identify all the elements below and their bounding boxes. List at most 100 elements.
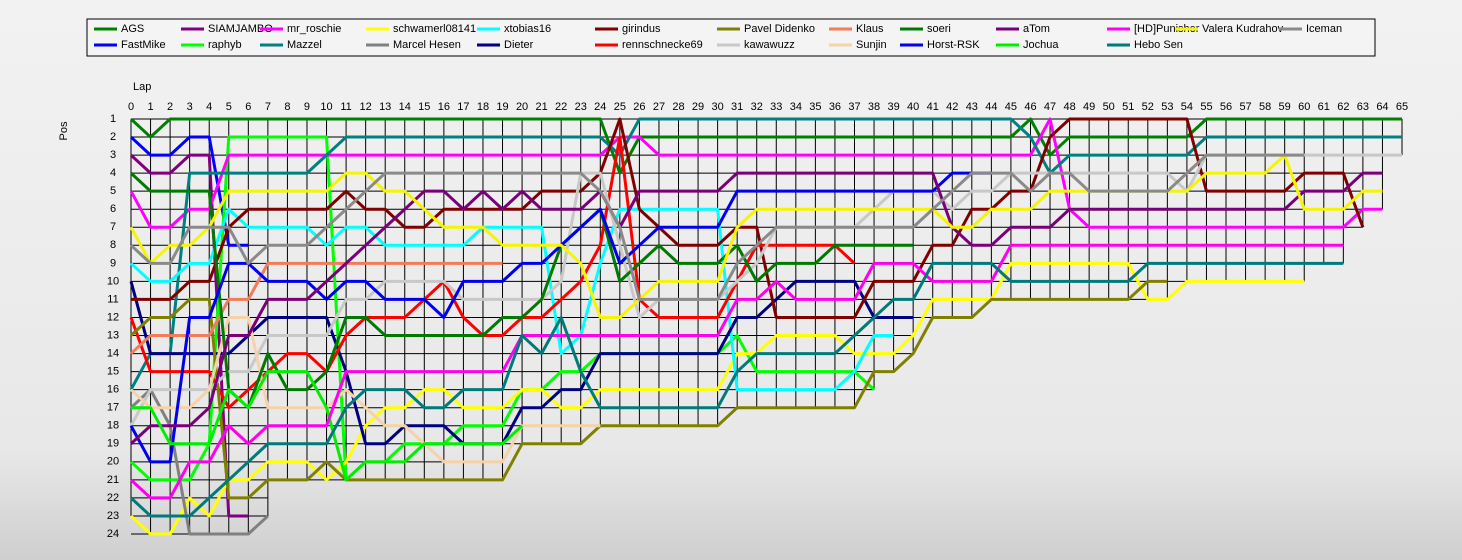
legend-label: Mazzel — [287, 39, 322, 51]
series-line — [129, 172, 914, 410]
y-tick-label: 15 — [107, 366, 119, 378]
y-tick-label: 8 — [110, 239, 116, 251]
y-tick-label: 7 — [110, 221, 116, 233]
x-tick-label: 30 — [711, 101, 723, 113]
y-tick-label: 23 — [107, 510, 119, 522]
x-tick-label: 36 — [829, 101, 841, 113]
x-tick-label: 56 — [1220, 101, 1232, 113]
y-tick-label: 13 — [107, 329, 119, 341]
x-tick-label: 45 — [1005, 101, 1017, 113]
x-tick-label: 64 — [1376, 101, 1388, 113]
y-tick-label: 4 — [110, 167, 116, 179]
x-tick-label: 28 — [672, 101, 684, 113]
x-tick-label: 52 — [1142, 101, 1154, 113]
y-tick-label: 2 — [110, 131, 116, 143]
series-line — [129, 388, 269, 536]
legend-label: Valera Kudrahov — [1202, 23, 1284, 35]
x-tick-label: 41 — [927, 101, 939, 113]
y-tick-label: 19 — [107, 438, 119, 450]
y-tick-label: 1 — [110, 113, 116, 125]
legend-label: Horst-RSK — [927, 39, 980, 51]
x-tick-label: 26 — [633, 101, 645, 113]
x-tick-label: 4 — [206, 101, 212, 113]
y-tick-label: 9 — [110, 257, 116, 269]
x-axis-label: Lap — [133, 81, 151, 93]
x-tick-label: 49 — [1083, 101, 1095, 113]
x-tick-label: 21 — [536, 101, 548, 113]
series-line — [129, 117, 1402, 391]
x-tick-label: 1 — [147, 101, 153, 113]
x-tick-label: 19 — [496, 101, 508, 113]
x-tick-label: 6 — [245, 101, 251, 113]
x-tick-label: 5 — [226, 101, 232, 113]
x-tick-label: 63 — [1357, 101, 1369, 113]
legend-label: aTom — [1023, 23, 1050, 35]
x-tick-label: 16 — [438, 101, 450, 113]
series-line — [129, 279, 1168, 500]
legend-label: Klaus — [856, 23, 884, 35]
y-tick-label: 22 — [107, 492, 119, 504]
legend-label: mr_roschie — [287, 23, 341, 35]
y-tick-label: 16 — [107, 384, 119, 396]
x-tick-label: 55 — [1200, 101, 1212, 113]
y-tick-label: 3 — [110, 149, 116, 161]
x-tick-label: 42 — [946, 101, 958, 113]
x-tick-label: 46 — [1024, 101, 1036, 113]
x-tick-label: 33 — [770, 101, 782, 113]
legend-label: Pavel Didenko — [744, 23, 815, 35]
x-tick-label: 22 — [555, 101, 567, 113]
x-tick-label: 14 — [399, 101, 411, 113]
legend-label: AGS — [121, 23, 144, 35]
series-line — [129, 153, 249, 518]
legend-label: Iceman — [1306, 23, 1342, 35]
x-tick-label: 20 — [516, 101, 528, 113]
x-tick-label: 7 — [265, 101, 271, 113]
legend-label: xtobias16 — [504, 23, 551, 35]
legend-label: schwamerl08141 — [393, 23, 476, 35]
x-tick-label: 15 — [418, 101, 430, 113]
y-tick-label: 5 — [110, 185, 116, 197]
x-tick-label: 65 — [1396, 101, 1408, 113]
x-tick-label: 38 — [868, 101, 880, 113]
x-tick-label: 53 — [1161, 101, 1173, 113]
y-tick-label: 11 — [107, 293, 118, 305]
legend-label: SIAMJAMBO — [208, 23, 273, 35]
series-line — [129, 135, 856, 410]
plot-lines — [129, 117, 1402, 536]
series-line — [129, 153, 1402, 427]
legend-label: Hebo Sen — [1134, 39, 1183, 51]
series-line — [129, 243, 1344, 500]
series-line — [129, 207, 894, 392]
y-tick-label: 17 — [107, 402, 119, 414]
legend-label: Jochua — [1023, 39, 1059, 51]
x-tick-label: 27 — [653, 101, 665, 113]
y-axis-label: Pos — [58, 121, 70, 140]
x-tick-label: 17 — [457, 101, 469, 113]
legend-label: Dieter — [504, 39, 534, 51]
x-tick-label: 57 — [1239, 101, 1251, 113]
series-line — [129, 135, 249, 247]
series-line — [129, 117, 1383, 229]
series-line — [129, 261, 503, 355]
x-tick-label: 24 — [594, 101, 606, 113]
y-tick-label: 20 — [107, 456, 119, 468]
y-tick-label: 6 — [110, 203, 116, 215]
legend-label: soeri — [927, 23, 951, 35]
x-tick-label: 9 — [304, 101, 310, 113]
x-tick-label: 29 — [692, 101, 704, 113]
legend: AGS FastMike SIAMJAMBO raphyb mr_roschie Mazz… — [94, 23, 1342, 51]
x-tick-label: 10 — [320, 101, 332, 113]
series-line — [129, 171, 1383, 445]
series-line — [129, 261, 1344, 518]
legend-label: [HD]Punisher — [1134, 23, 1200, 35]
y-tick-label: 14 — [107, 347, 119, 359]
y-tick-label: 24 — [107, 528, 119, 540]
x-tick-label: 13 — [379, 101, 391, 113]
legend-box — [86, 18, 1376, 57]
x-tick-label: 58 — [1259, 101, 1271, 113]
x-tick-label: 23 — [575, 101, 587, 113]
legend-label: Marcel Hesen — [393, 39, 461, 51]
x-tick-label: 54 — [1181, 101, 1193, 113]
x-tick-label: 37 — [848, 101, 860, 113]
x-tick-label: 61 — [1318, 101, 1330, 113]
